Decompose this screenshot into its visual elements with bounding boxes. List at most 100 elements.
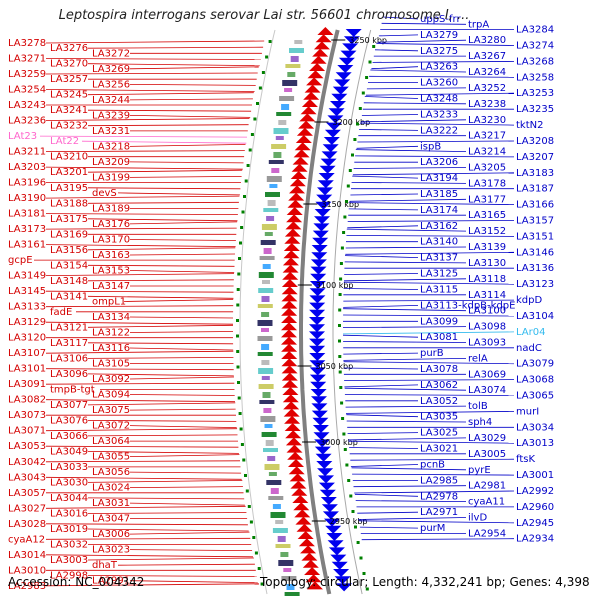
forward-arrow <box>283 408 300 417</box>
reverse-arrow <box>311 410 328 419</box>
left-leader-line <box>45 460 241 463</box>
right-leader-line <box>354 490 515 494</box>
right-leader-line <box>358 520 515 524</box>
feature-block <box>277 536 286 542</box>
left-leader-line <box>45 554 254 558</box>
left-leader-line <box>129 502 245 506</box>
marker-dot <box>348 169 352 172</box>
right-gene-label: cyaA11 <box>468 497 505 508</box>
right-gene-label: LA2981 <box>468 481 506 492</box>
right-leader-line <box>343 288 419 290</box>
marker-dot <box>250 133 254 136</box>
right-leader-line <box>347 220 515 222</box>
right-gene-label: LA3178 <box>468 178 506 189</box>
left-leader-line <box>45 305 234 308</box>
feature-block <box>271 168 280 173</box>
left-leader-line <box>81 140 247 144</box>
reverse-arrow <box>309 295 326 304</box>
feature-block <box>283 568 292 572</box>
left-gene-label: LA3243 <box>8 100 46 111</box>
forward-arrow <box>281 307 298 316</box>
feature-block <box>261 224 277 230</box>
right-leader-line <box>342 326 467 328</box>
left-gene-label: LA3236 <box>8 116 46 127</box>
forward-arrow <box>304 84 321 93</box>
forward-arrow <box>281 351 298 359</box>
right-gene-label: LA3206 <box>420 157 458 168</box>
left-leader-line <box>45 350 234 354</box>
forward-arrow <box>281 300 298 309</box>
left-gene-label: LA2983 <box>8 581 46 592</box>
forward-arrow <box>289 178 306 187</box>
right-gene-label: LA3205 <box>468 163 506 174</box>
left-gene-label: LA3003 <box>50 555 88 566</box>
forward-arrow <box>312 48 329 57</box>
forward-arrow <box>286 207 303 215</box>
feature-block <box>261 312 270 317</box>
left-leader-line <box>87 295 234 299</box>
right-gene-label: LA3264 <box>468 67 506 78</box>
reverse-arrow <box>316 461 333 469</box>
right-gene-label: LA3275 <box>420 46 458 57</box>
left-gene-label: LA3163 <box>92 250 130 261</box>
left-leader-line <box>45 368 234 371</box>
right-leader-line <box>355 500 467 502</box>
right-leader-line <box>343 308 467 312</box>
right-gene-label: LA3081 <box>420 332 458 343</box>
right-leader-line <box>345 246 467 249</box>
right-gene-label: LA3074 <box>468 385 506 396</box>
feature-block <box>265 440 274 446</box>
left-leader-line <box>129 471 242 474</box>
right-leader-line <box>350 464 419 467</box>
left-gene-label: LA3032 <box>50 540 88 551</box>
reverse-arrow <box>343 36 360 45</box>
left-leader-line <box>87 46 264 49</box>
right-gene-label: tolB <box>468 401 488 412</box>
left-leader-line <box>45 382 235 385</box>
reverse-arrow <box>311 396 327 405</box>
right-leader-line <box>343 281 515 285</box>
marker-dot <box>248 148 252 152</box>
right-leader-line <box>343 361 515 365</box>
right-leader-line <box>344 394 515 396</box>
left-leader-line <box>87 247 236 251</box>
left-leader-line <box>129 408 236 411</box>
right-gene-label: trpA <box>468 19 489 30</box>
left-leader-line <box>87 480 243 483</box>
feature-block <box>269 184 278 188</box>
reverse-arrow <box>323 137 340 145</box>
right-gene-label: LA3152 <box>468 226 506 237</box>
left-gene-label: LA3075 <box>92 405 130 416</box>
left-gene-label: ompL1 <box>92 297 126 308</box>
feature-block <box>290 56 299 62</box>
marker-dot <box>254 551 258 555</box>
right-leader-line <box>343 367 419 370</box>
forward-arrow <box>293 502 310 511</box>
right-gene-label: LA3162 <box>420 221 458 232</box>
reverse-arrow <box>309 345 326 354</box>
left-leader-line <box>87 497 245 500</box>
forward-arrow <box>317 27 334 35</box>
left-leader-line <box>129 316 234 319</box>
left-gene-label: fadE <box>50 307 72 318</box>
left-gene-label: LA3042 <box>8 457 46 468</box>
reverse-arrow <box>318 173 335 181</box>
left-leader-line <box>129 454 240 457</box>
scale-label: 2950 kbp <box>330 517 368 526</box>
right-leader-line <box>361 538 515 541</box>
left-leader-line <box>87 324 234 328</box>
right-leader-line <box>343 341 467 343</box>
right-leader-line <box>348 208 419 211</box>
right-leader-line <box>360 119 467 123</box>
left-gene-label: LA3148 <box>50 276 88 287</box>
feature-block <box>275 136 284 140</box>
left-leader-line <box>45 505 246 509</box>
forward-arrow <box>307 70 324 79</box>
marker-dot <box>246 164 250 167</box>
right-leader-line <box>354 493 419 497</box>
reverse-arrow <box>333 569 350 577</box>
marker-dot <box>349 494 353 498</box>
forward-arrow <box>287 451 304 460</box>
right-leader-line <box>343 278 467 282</box>
